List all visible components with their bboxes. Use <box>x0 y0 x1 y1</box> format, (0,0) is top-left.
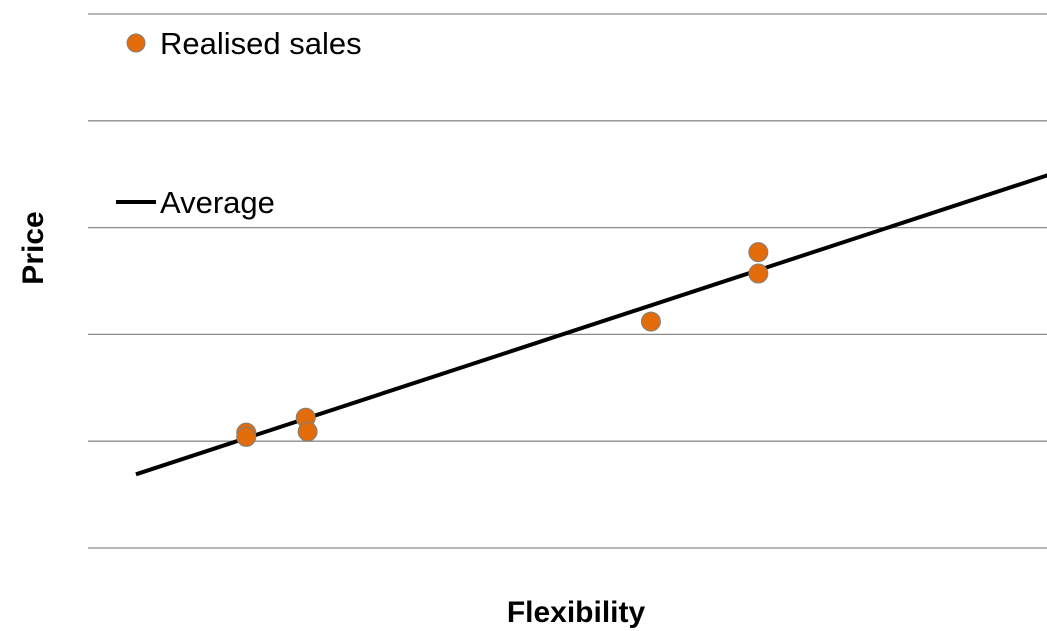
average-line-group <box>135 173 1047 477</box>
realised-sale-point <box>236 426 257 447</box>
legend: Realised sales Average <box>116 26 362 220</box>
scatter-points <box>236 242 769 447</box>
legend-label-realised-sales: Realised sales <box>160 26 362 61</box>
realised-sale-point <box>297 421 318 442</box>
average-line <box>135 173 1047 477</box>
realised-sale-point <box>640 311 661 332</box>
legend-marker-realised-sales <box>126 33 146 53</box>
legend-label-average: Average <box>160 185 275 220</box>
x-axis-title: Flexibility <box>507 596 646 629</box>
gridlines <box>88 13 1047 549</box>
realised-sale-point <box>748 263 769 284</box>
realised-sale-point <box>748 242 769 263</box>
y-axis-title: Price <box>17 211 50 284</box>
